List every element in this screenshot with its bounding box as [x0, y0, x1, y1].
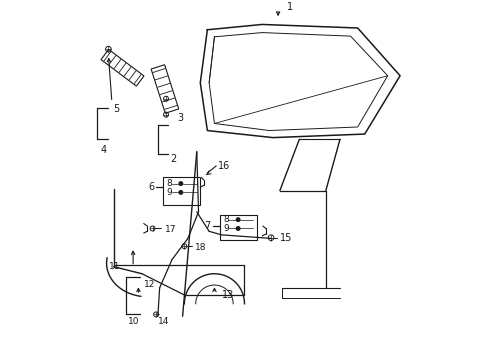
Text: 1: 1 [286, 2, 292, 12]
Text: 7: 7 [204, 221, 210, 231]
Polygon shape [151, 65, 179, 113]
Polygon shape [101, 49, 143, 86]
Text: 3: 3 [177, 113, 183, 123]
Circle shape [236, 227, 240, 230]
Text: 9: 9 [166, 188, 172, 197]
Text: 13: 13 [221, 290, 233, 300]
Circle shape [236, 218, 240, 221]
Text: 11: 11 [109, 262, 121, 271]
Text: 16: 16 [218, 161, 230, 171]
Text: 12: 12 [143, 280, 155, 289]
Text: 15: 15 [279, 233, 292, 243]
Text: 6: 6 [148, 182, 154, 192]
Bar [219, 215, 256, 240]
Text: 2: 2 [170, 154, 176, 164]
Text: 5: 5 [113, 104, 120, 114]
Text: 17: 17 [164, 225, 176, 234]
Text: 18: 18 [195, 243, 206, 252]
Text: 9: 9 [223, 224, 228, 233]
Text: 10: 10 [127, 317, 139, 326]
Circle shape [179, 191, 182, 194]
Text: 8: 8 [223, 215, 228, 224]
Circle shape [179, 182, 182, 185]
Text: 14: 14 [158, 317, 169, 326]
Text: 8: 8 [166, 179, 172, 188]
Bar [163, 176, 200, 205]
Text: 4: 4 [101, 145, 106, 155]
